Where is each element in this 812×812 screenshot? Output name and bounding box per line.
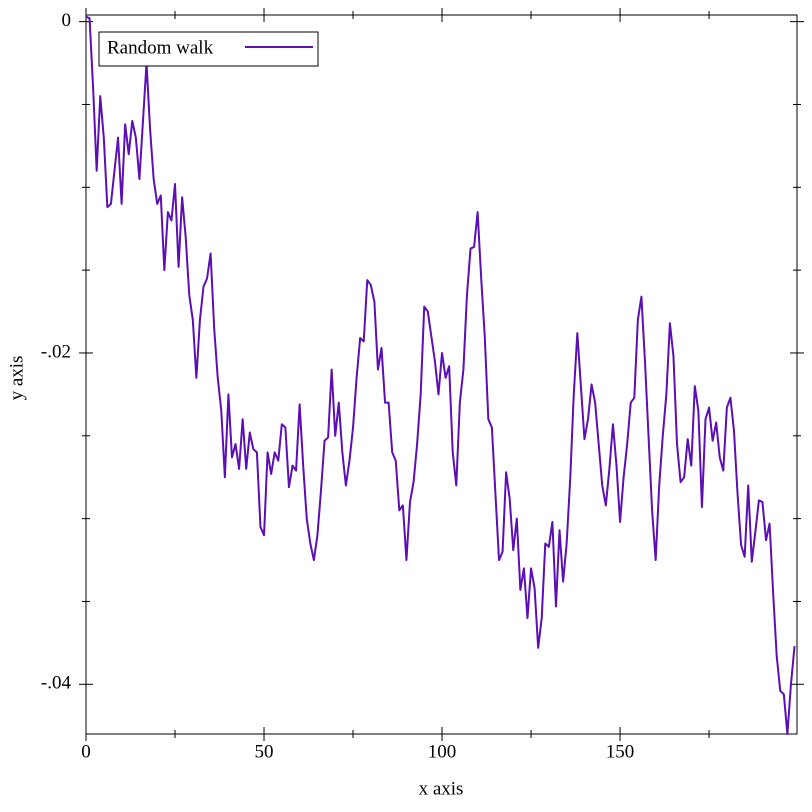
data-line bbox=[85, 15, 796, 735]
legend-label: Random walk bbox=[107, 37, 214, 58]
x-tick-label: 150 bbox=[606, 741, 635, 762]
y-tick-label: -.04 bbox=[41, 673, 72, 694]
y-tick-label: 0 bbox=[62, 10, 72, 31]
x-tick-label: 0 bbox=[81, 741, 91, 762]
x-tick-label: 50 bbox=[255, 741, 274, 762]
x-axis-label: x axis bbox=[419, 778, 464, 799]
plot-frame bbox=[85, 14, 798, 735]
legend-box bbox=[98, 31, 319, 67]
y-axis-label: y axis bbox=[6, 356, 27, 401]
x-tick-label: 100 bbox=[428, 741, 457, 762]
y-tick-label: -.02 bbox=[41, 341, 71, 362]
